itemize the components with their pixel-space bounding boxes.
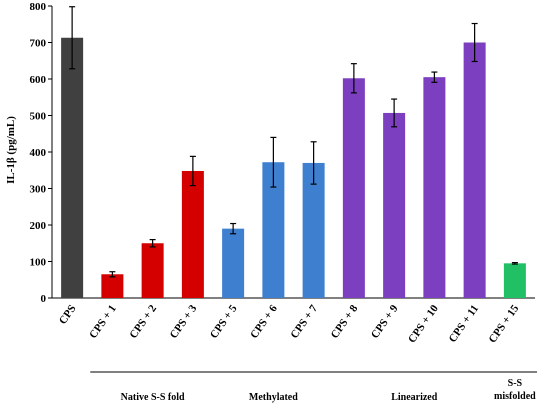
y-tick-label: 200 bbox=[30, 220, 47, 232]
group-label: S-S misfolded bbox=[494, 378, 536, 402]
x-tick-label: CPS + 6 bbox=[248, 302, 280, 340]
x-tick-label: CPS + 1 bbox=[87, 303, 119, 341]
y-tick-label: 500 bbox=[30, 111, 47, 123]
x-tick-label: CPS + 2 bbox=[127, 302, 159, 340]
y-tick-label: 800 bbox=[30, 1, 47, 13]
bar bbox=[262, 162, 285, 298]
y-axis: 0 100 200 300 400 500 600 700 800 bbox=[30, 1, 535, 305]
group-label: Methylated bbox=[249, 392, 298, 403]
x-tick-label: CPS + 7 bbox=[288, 302, 320, 340]
y-axis-title: IL-1β (pg/mL) bbox=[5, 116, 17, 184]
x-tick-label: CPS + 3 bbox=[168, 302, 200, 340]
y-tick-label: 700 bbox=[30, 38, 47, 50]
y-tick-label: 100 bbox=[30, 257, 47, 269]
x-tick-label: CPS + 10 bbox=[406, 302, 441, 345]
bar bbox=[181, 170, 204, 298]
x-tick-label: CPS + 9 bbox=[369, 302, 401, 340]
y-tick-label: 400 bbox=[30, 147, 47, 159]
bar bbox=[342, 78, 365, 299]
x-tick-label: CPS + 15 bbox=[487, 302, 522, 345]
x-tick-label: CPS + 11 bbox=[447, 303, 481, 345]
error-bars bbox=[69, 6, 518, 278]
bar bbox=[463, 42, 486, 298]
y-tick-label: 0 bbox=[41, 293, 47, 305]
bars bbox=[61, 37, 526, 299]
bar bbox=[61, 37, 84, 298]
group-annotations: Native S-S fold Methylated Linearized S-S mi… bbox=[90, 371, 537, 403]
x-tick-label: CPS + 8 bbox=[329, 302, 361, 340]
bar bbox=[101, 274, 124, 298]
bar bbox=[503, 263, 526, 298]
bar bbox=[423, 77, 446, 298]
y-tick-label: 600 bbox=[30, 74, 47, 86]
y-tick-label: 300 bbox=[30, 184, 47, 196]
bar bbox=[222, 228, 245, 298]
x-tick-label: CPS bbox=[57, 303, 79, 327]
x-tick-label: CPS + 5 bbox=[208, 302, 240, 340]
group-label: Native S-S fold bbox=[121, 392, 185, 403]
bar bbox=[141, 243, 164, 298]
group-label: Linearized bbox=[391, 392, 438, 403]
bar bbox=[383, 112, 406, 298]
x-tick-labels: CPS CPS + 1 CPS + 2 CPS + 3 CPS + 5 CPS + 6 CP… bbox=[57, 302, 522, 345]
bar bbox=[302, 162, 325, 298]
